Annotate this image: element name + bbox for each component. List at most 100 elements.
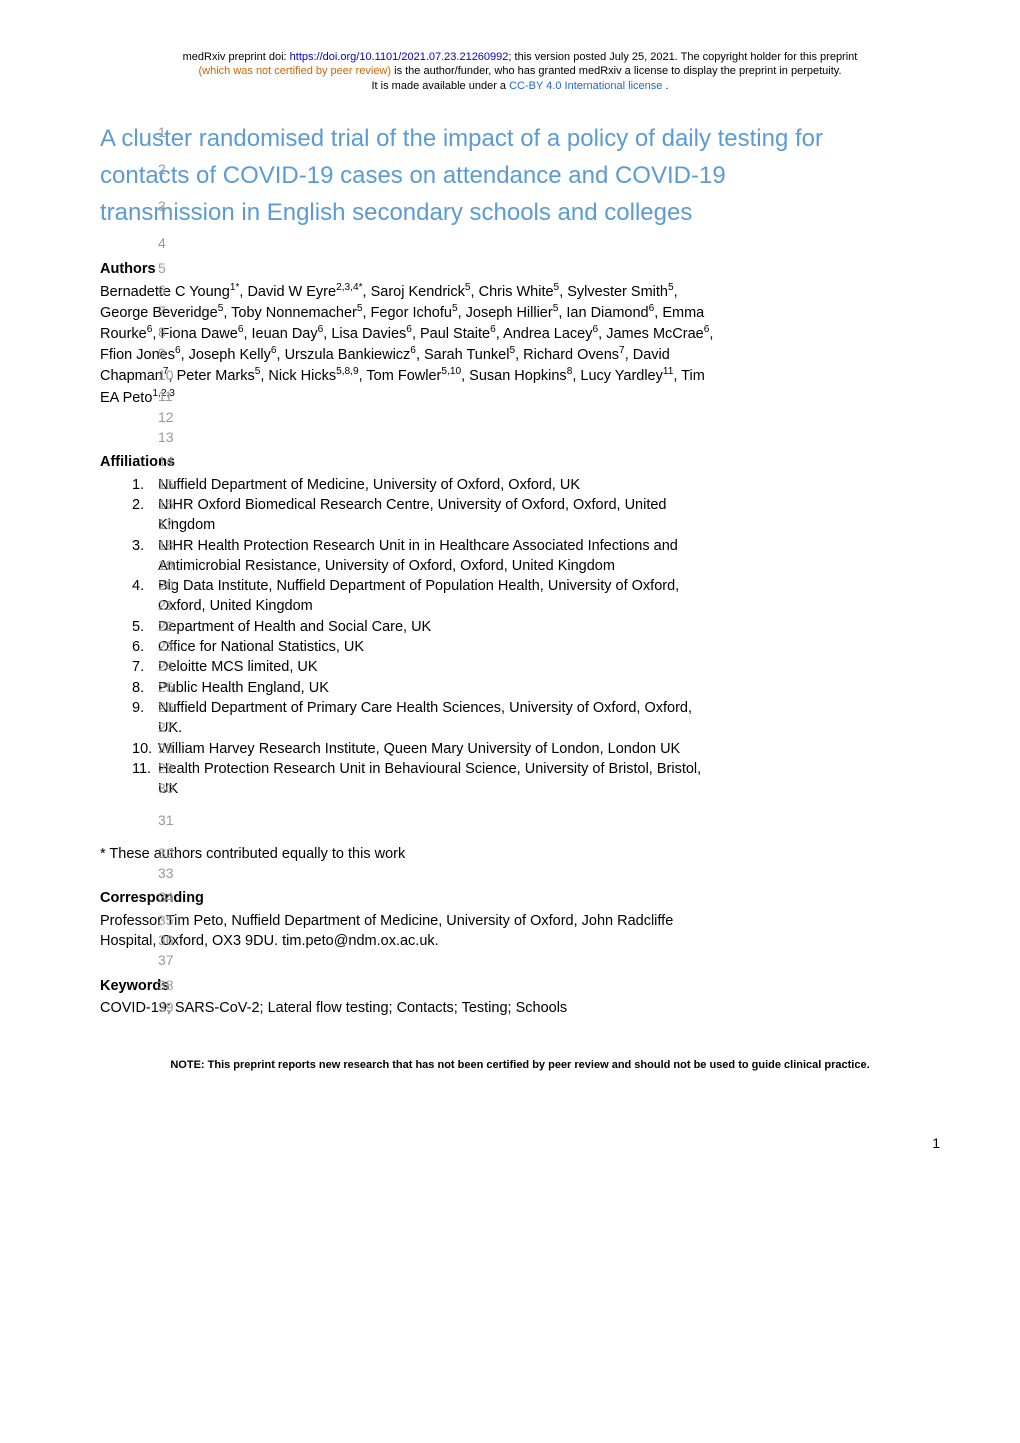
author-text: George Beveridge5, Toby Nonnemacher5, Fe… [100,305,704,321]
line-number: 12 [158,408,174,428]
title-line-1: A cluster randomised trial of the impact… [100,123,940,154]
line-number: 11 [158,387,173,407]
affiliation-line: 151. Nuffield Department of Medicine, Un… [100,475,940,495]
affiliation-item: Kingdom [132,515,940,535]
author-text: Rourke6, Fiona Dawe6, Ieuan Day6, Lisa D… [100,326,713,342]
affiliation-line: 162. NIHR Oxford Biomedical Research Cen… [100,495,940,515]
line-number: 16 [158,495,174,515]
affiliation-line: 21Oxford, United Kingdom [100,596,940,616]
license-link[interactable]: CC-BY 4.0 International license [509,80,662,92]
affiliation-text: Antimicrobial Resistance, University of … [158,558,615,574]
affiliation-item: 3. NIHR Health Protection Research Unit … [132,536,940,556]
title-line-3-row: 3 transmission in English secondary scho… [100,197,940,228]
line-number: 3 [158,197,166,217]
corresponding-heading-row: 34 Corresponding [100,888,940,908]
affiliation-text: Office for National Statistics, UK [158,639,364,655]
author-line: 10Chapman7, Peter Marks5, Nick Hicks5,8,… [100,366,940,387]
affiliation-number: 6. [132,637,158,657]
line-number: 27 [158,718,174,738]
affiliation-number: 2. [132,495,158,515]
affiliation-text: Nuffield Department of Primary Care Heal… [158,700,692,716]
author-line: 7George Beveridge5, Toby Nonnemacher5, F… [100,302,940,323]
line-number: 18 [158,536,174,556]
blank-line: 37 [100,951,940,971]
author-text: Ffion Jones6, Joseph Kelly6, Urszula Ban… [100,347,670,363]
affiliation-item: 7. Deloitte MCS limited, UK [132,657,940,677]
header-text-prefix: medRxiv preprint doi: [183,51,290,63]
blank-line: 12 [100,408,940,428]
affiliation-text: NIHR Health Protection Research Unit in … [158,538,678,554]
affiliation-number: 5. [132,617,158,637]
equal-contribution-row: 32 * These authors contributed equally t… [100,844,940,864]
blank-line: 31 [100,811,940,831]
affiliation-line: 183. NIHR Health Protection Research Uni… [100,536,940,556]
affiliation-line: 225. Department of Health and Social Car… [100,617,940,637]
affiliation-number: 10. [132,739,158,759]
keywords-heading-row: 38 Keywords [100,976,940,996]
affiliation-item: Oxford, United Kingdom [132,596,940,616]
affiliation-item: 10. William Harvey Research Institute, Q… [132,739,940,759]
line-number: 39 [158,998,174,1018]
affiliation-number: 4. [132,576,158,596]
header-line3-prefix: It is made available under a [372,80,510,92]
keywords-heading: Keywords [100,976,940,996]
affiliation-item: 5. Department of Health and Social Care,… [132,617,940,637]
affiliation-text: Health Protection Research Unit in Behav… [158,761,701,777]
author-line: 11EA Peto1,2,3 [100,387,940,408]
corresponding-line-2: 36 Hospital, Oxford, OX3 9DU. tim.peto@n… [100,931,940,951]
line-number: 35 [158,911,174,931]
affiliation-item: 9. Nuffield Department of Primary Care H… [132,698,940,718]
corresponding-text-2: Hospital, Oxford, OX3 9DU. tim.peto@ndm.… [100,933,439,949]
corresponding-line-1: 35 Professor Tim Peto, Nuffield Departme… [100,911,940,931]
affiliation-line: 2810. William Harvey Research Institute,… [100,739,940,759]
header-orange-text: (which was not certified by peer review) [198,65,391,77]
affiliation-item: UK [132,779,940,799]
line-number: 9 [158,344,166,364]
affiliation-item: 4. Big Data Institute, Nuffield Departme… [132,576,940,596]
affiliation-line: 19Antimicrobial Resistance, University o… [100,556,940,576]
line-number: 4 [158,234,166,254]
line-number: 5 [158,259,166,279]
authors-heading-row: 5 Authors [100,259,940,279]
blank-line: 4 [100,234,940,254]
line-number: 23 [158,637,174,657]
affiliation-item: 1. Nuffield Department of Medicine, Univ… [132,475,940,495]
line-number: 10 [158,366,174,386]
preprint-header: medRxiv preprint doi: https://doi.org/10… [100,50,940,93]
affiliation-number: 1. [132,475,158,495]
line-number: 1 [158,123,166,143]
affiliation-line: 258. Public Health England, UK [100,678,940,698]
affiliation-text: Nuffield Department of Medicine, Univers… [158,477,580,493]
affiliation-line: 17Kingdom [100,515,940,535]
footer-note-text: NOTE: This preprint reports new research… [170,1059,869,1071]
affiliation-line: 204. Big Data Institute, Nuffield Depart… [100,576,940,596]
header-line3-suffix: . [662,80,668,92]
affiliation-item: 8. Public Health England, UK [132,678,940,698]
line-number: 32 [158,844,174,864]
line-number: 29 [158,759,174,779]
title-line-2: contacts of COVID-19 cases on attendance… [100,160,940,191]
affiliation-line: 27UK. [100,718,940,738]
affiliation-item: 2. NIHR Oxford Biomedical Research Centr… [132,495,940,515]
author-text: Bernadette C Young1*, David W Eyre2,3,4*… [100,284,678,300]
line-number: 38 [158,976,174,996]
line-number: 37 [158,951,174,971]
affiliation-text: Department of Health and Social Care, UK [158,619,431,635]
line-number: 24 [158,657,174,677]
title-line-1-row: 1 A cluster randomised trial of the impa… [100,123,940,154]
affiliation-number: 8. [132,678,158,698]
doi-link[interactable]: https://doi.org/10.1101/2021.07.23.21260… [290,51,509,63]
blank-line: 33 [100,864,940,884]
line-number: 8 [158,323,166,343]
affiliation-text: Big Data Institute, Nuffield Department … [158,578,679,594]
author-line: 6Bernadette C Young1*, David W Eyre2,3,4… [100,281,940,302]
affiliation-item: 6. Office for National Statistics, UK [132,637,940,657]
line-number: 20 [158,576,174,596]
affiliation-item: 11. Health Protection Research Unit in B… [132,759,940,779]
line-number: 30 [158,779,174,799]
affiliation-item: UK. [132,718,940,738]
affiliation-item: Antimicrobial Resistance, University of … [132,556,940,576]
title-line-3: transmission in English secondary school… [100,197,940,228]
header-text-suffix: ; this version posted July 25, 2021. The… [508,51,857,63]
affiliation-text: NIHR Oxford Biomedical Research Centre, … [158,497,666,513]
